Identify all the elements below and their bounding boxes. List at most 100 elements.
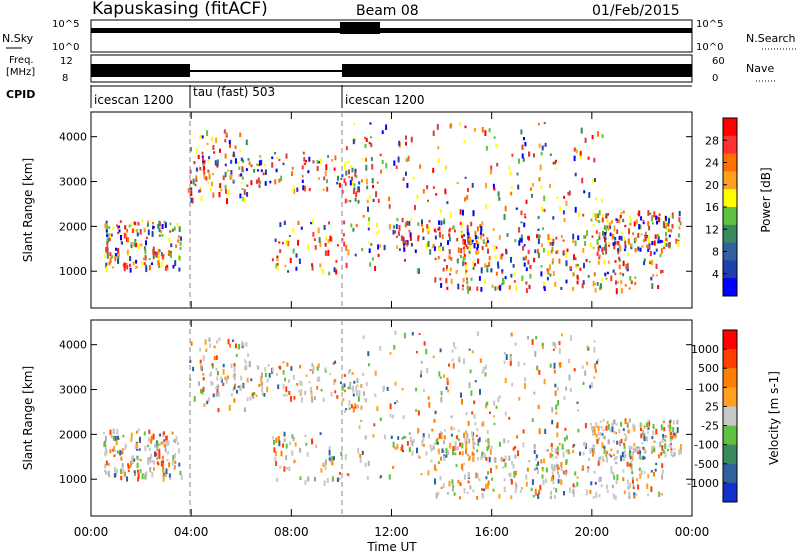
echo-mark — [374, 393, 377, 398]
echo-mark — [139, 469, 142, 473]
echo-mark — [218, 337, 221, 342]
echo-mark — [524, 213, 526, 216]
echo-mark — [678, 217, 681, 223]
echo-mark — [467, 188, 469, 192]
echo-mark — [103, 432, 105, 435]
echo-mark — [633, 221, 636, 227]
echo-mark — [412, 176, 415, 180]
echo-mark — [351, 181, 354, 186]
echo-mark — [655, 263, 658, 269]
echo-mark — [504, 411, 507, 416]
echo-mark — [675, 238, 678, 241]
echo-mark — [647, 493, 649, 497]
echo-mark — [408, 229, 411, 233]
echo-mark — [328, 221, 331, 225]
echo-mark — [573, 368, 576, 372]
echo-mark — [105, 227, 108, 233]
echo-mark — [239, 193, 242, 199]
echo-mark — [460, 255, 462, 258]
echo-mark — [312, 370, 314, 374]
echo-mark — [134, 444, 137, 449]
echo-mark — [629, 276, 632, 281]
echo-mark — [208, 156, 211, 160]
echo-mark — [225, 377, 228, 384]
echo-mark — [468, 232, 471, 237]
echo-mark — [157, 223, 160, 229]
echo-mark — [533, 450, 536, 454]
echo-mark — [199, 359, 202, 364]
echo-mark — [351, 385, 354, 391]
echo-mark — [311, 368, 314, 371]
echo-mark — [309, 368, 312, 372]
echo-mark — [582, 213, 585, 217]
echo-mark — [557, 479, 560, 484]
echo-mark — [645, 422, 648, 428]
echo-mark — [220, 188, 223, 192]
power-colorbar-swatch — [723, 153, 737, 172]
echo-mark — [362, 391, 365, 396]
echo-mark — [164, 222, 167, 228]
echo-mark — [564, 252, 567, 257]
echo-mark — [606, 271, 609, 275]
echo-mark — [348, 400, 351, 406]
echo-mark — [370, 157, 373, 161]
echo-mark — [157, 462, 160, 466]
echo-mark — [514, 445, 517, 449]
echo-mark — [311, 219, 314, 225]
echo-mark — [257, 163, 260, 167]
echo-mark — [575, 149, 578, 154]
echo-mark — [565, 279, 568, 284]
echo-mark — [457, 429, 460, 432]
echo-mark — [148, 437, 150, 442]
echo-mark — [258, 383, 261, 387]
echo-mark — [479, 388, 481, 395]
echo-mark — [572, 273, 575, 276]
echo-mark — [486, 401, 489, 406]
echo-mark — [656, 233, 659, 238]
echo-mark — [312, 232, 315, 237]
echo-mark — [155, 452, 158, 457]
echo-mark — [409, 436, 412, 443]
echo-mark — [618, 264, 621, 270]
echo-mark — [612, 453, 615, 456]
echo-mark — [456, 258, 459, 264]
echo-mark — [297, 239, 300, 246]
velocity-colorbar-tick: 100 — [698, 381, 719, 394]
echo-mark — [453, 492, 456, 496]
echo-mark — [624, 454, 627, 458]
echo-mark — [591, 425, 593, 430]
echo-mark — [459, 442, 462, 447]
echo-mark — [330, 392, 333, 397]
echo-mark — [485, 457, 488, 461]
echo-mark — [261, 382, 264, 387]
echo-mark — [189, 147, 192, 152]
echo-mark — [160, 460, 163, 467]
echo-mark — [477, 442, 480, 447]
power-colorbar-tick: 24 — [705, 157, 719, 170]
echo-mark — [117, 252, 120, 257]
echo-mark — [463, 488, 466, 494]
echo-mark — [540, 459, 543, 464]
echo-mark — [617, 240, 620, 245]
echo-mark — [274, 151, 277, 155]
echo-mark — [278, 178, 281, 183]
echo-mark — [462, 256, 465, 262]
echo-mark — [152, 460, 155, 465]
echo-mark — [459, 209, 462, 215]
echo-mark — [466, 246, 469, 249]
echo-mark — [333, 167, 336, 171]
echo-mark — [460, 463, 463, 470]
echo-mark — [634, 247, 637, 253]
echo-mark — [638, 224, 641, 230]
echo-mark — [611, 426, 614, 433]
echo-mark — [247, 353, 249, 358]
echo-mark — [615, 423, 618, 426]
echo-mark — [160, 262, 163, 268]
echo-mark — [509, 360, 512, 366]
echo-mark — [523, 137, 525, 141]
echo-mark — [144, 255, 147, 261]
echo-mark — [449, 442, 452, 449]
echo-mark — [113, 445, 116, 451]
echo-mark — [245, 341, 248, 347]
echo-mark — [612, 419, 615, 425]
